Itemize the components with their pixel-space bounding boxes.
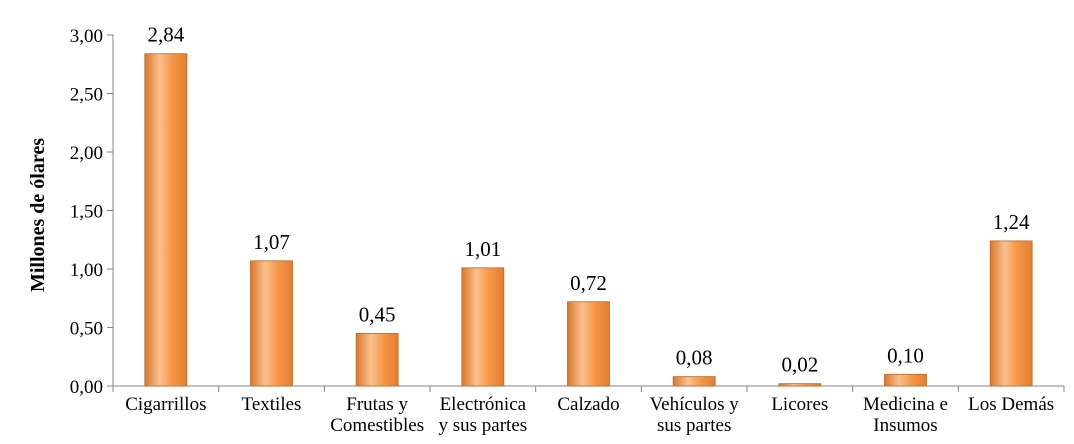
- bar: [355, 332, 399, 387]
- y-tick-label: 2,00: [70, 143, 103, 164]
- y-tick-label: 0,50: [70, 319, 103, 340]
- bar: [567, 301, 610, 387]
- data-label: 0,08: [676, 346, 713, 370]
- bar: [778, 383, 822, 387]
- x-tick-label: Los Demás: [968, 394, 1054, 415]
- bar-series: 2,84 1,07 0,45 1,01 0,72 0,08 0,02 0,10 1,24: [144, 23, 1033, 387]
- data-label: 1,24: [993, 210, 1030, 234]
- x-tick-label: Vehículos y sus partes: [650, 394, 740, 436]
- bar: [989, 240, 1033, 387]
- bar: [144, 53, 188, 387]
- y-tick-label: 1,50: [70, 202, 103, 223]
- data-label: 1,01: [464, 237, 501, 261]
- y-tick-label: 3,00: [70, 26, 103, 47]
- x-tick-label: Medicina e Insumos: [863, 394, 948, 436]
- data-label: 2,84: [147, 23, 184, 47]
- data-label: 1,07: [253, 230, 290, 254]
- bar: [461, 267, 505, 387]
- data-label: 0,45: [359, 302, 396, 326]
- data-label: 0,02: [781, 353, 818, 377]
- x-tick-label: Textiles: [242, 394, 302, 415]
- x-tick-label: Calzado: [557, 394, 619, 415]
- y-tick-label: 0,00: [70, 377, 103, 398]
- x-axis: Cigarrillos Textiles Frutas y Comestibles El…: [112, 385, 1065, 436]
- bar: [672, 376, 716, 387]
- x-tick-label: Frutas y Comestibles: [330, 394, 424, 436]
- y-tick-label: 2,50: [70, 85, 103, 106]
- y-axis: 0,00 0,50 1,00 1,50 2,00 2,50 3,00: [70, 26, 114, 398]
- x-tick-label: Licores: [771, 394, 828, 415]
- data-label: 0,10: [887, 343, 924, 367]
- y-tick-label: 1,00: [70, 260, 103, 281]
- y-axis-title: Millones de ólares: [27, 138, 49, 292]
- data-label: 0,72: [570, 271, 607, 295]
- bar: [884, 373, 927, 387]
- x-tick-label: Cigarrillos: [125, 394, 206, 415]
- bar: [250, 260, 293, 387]
- x-tick-label: Electrónica y sus partes: [439, 394, 528, 436]
